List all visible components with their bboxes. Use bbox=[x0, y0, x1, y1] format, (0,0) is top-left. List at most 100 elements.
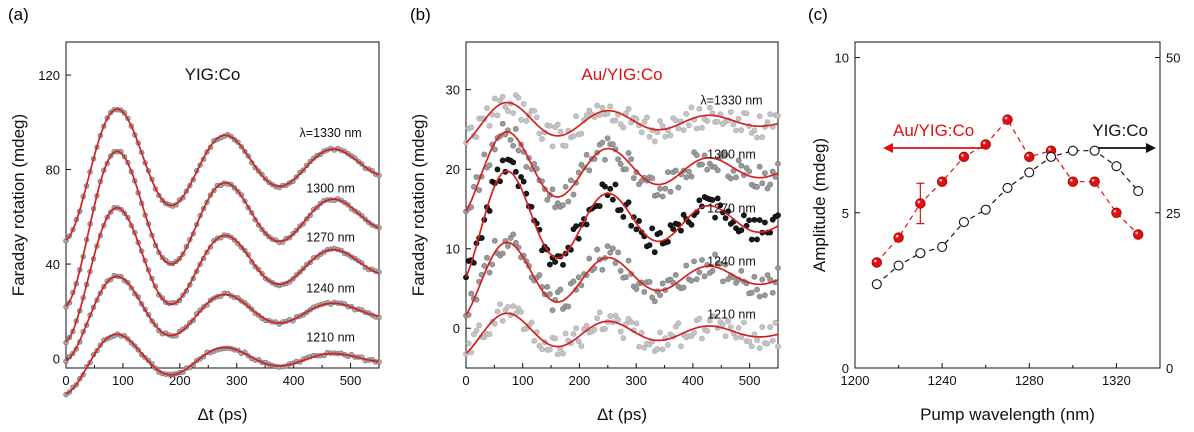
data-point bbox=[735, 324, 742, 331]
data-point bbox=[617, 161, 624, 167]
data-point bbox=[497, 301, 503, 308]
data-point bbox=[486, 122, 493, 129]
data-point bbox=[609, 245, 616, 252]
data-point bbox=[633, 115, 640, 122]
data-point bbox=[494, 166, 501, 173]
data-point bbox=[717, 202, 724, 209]
data-point bbox=[473, 174, 480, 180]
data-marker-highlight bbox=[982, 141, 986, 145]
data-point bbox=[599, 139, 606, 146]
data-point bbox=[701, 273, 708, 280]
panel-c-chart: 1200 1240 1280 1320 0 5 10 0 25 50 Pump wavelength… bbox=[810, 41, 1180, 424]
data-marker-highlight bbox=[895, 234, 899, 238]
data-point bbox=[554, 121, 561, 128]
data-point bbox=[615, 249, 621, 256]
data-point bbox=[683, 174, 690, 181]
data-point bbox=[512, 239, 519, 246]
data-point bbox=[761, 170, 768, 177]
data-point bbox=[473, 327, 480, 334]
data-point bbox=[667, 222, 674, 229]
data-point bbox=[557, 286, 564, 293]
data-point bbox=[722, 333, 729, 340]
data-point bbox=[499, 120, 506, 127]
data-point bbox=[672, 272, 679, 278]
data-point bbox=[670, 226, 677, 232]
panel-label-c: (c) bbox=[808, 5, 828, 24]
data-point bbox=[651, 298, 658, 305]
data-point bbox=[505, 243, 511, 249]
data-point bbox=[651, 249, 658, 256]
x-tick-label: 500 bbox=[739, 373, 761, 388]
data-point bbox=[680, 284, 687, 291]
fit-line bbox=[65, 275, 380, 362]
data-point bbox=[594, 246, 600, 253]
data-point bbox=[699, 335, 705, 342]
x-tick-label: 1200 bbox=[841, 373, 870, 388]
data-point bbox=[657, 329, 663, 336]
data-point bbox=[604, 243, 611, 250]
data-point bbox=[756, 163, 763, 170]
series-label: λ=1330 nm bbox=[700, 94, 762, 108]
data-point bbox=[730, 121, 737, 128]
x-tick-label: 200 bbox=[169, 373, 191, 388]
data-point bbox=[644, 114, 650, 121]
data-point bbox=[465, 340, 472, 347]
data-point bbox=[567, 177, 574, 184]
data-point bbox=[767, 324, 774, 330]
data-marker-highlight bbox=[939, 178, 943, 182]
data-point bbox=[499, 157, 506, 164]
data-point bbox=[612, 117, 619, 124]
data-point bbox=[620, 214, 627, 220]
data-marker bbox=[893, 260, 904, 271]
data-point bbox=[505, 108, 511, 114]
data-point bbox=[712, 214, 718, 221]
data-point bbox=[575, 274, 582, 281]
data-marker bbox=[1089, 176, 1100, 187]
data-point bbox=[693, 125, 700, 132]
y-tick-label: 40 bbox=[46, 257, 60, 272]
data-point bbox=[526, 112, 532, 119]
data-marker-highlight bbox=[873, 259, 877, 263]
data-point bbox=[536, 272, 543, 278]
data-point bbox=[754, 134, 760, 141]
data-point bbox=[552, 335, 559, 342]
data-point bbox=[714, 118, 721, 125]
data-point bbox=[699, 161, 705, 168]
data-point bbox=[615, 156, 621, 163]
data-point bbox=[688, 221, 695, 228]
data-point bbox=[685, 168, 692, 175]
data-point bbox=[741, 212, 747, 219]
x-tick-label: 1240 bbox=[928, 373, 957, 388]
data-point bbox=[769, 337, 776, 344]
data-point bbox=[672, 117, 679, 124]
data-point bbox=[481, 151, 488, 158]
data-point bbox=[691, 258, 698, 265]
series-label: 1270 nm bbox=[707, 202, 756, 216]
data-point bbox=[546, 291, 553, 297]
series-label: λ=1330 nm bbox=[300, 126, 362, 140]
y2-tick-label: 0 bbox=[1166, 361, 1173, 376]
data-point bbox=[709, 197, 716, 203]
data-point bbox=[617, 207, 624, 213]
data-point bbox=[617, 328, 624, 335]
data-point bbox=[625, 199, 632, 206]
data-point bbox=[678, 227, 684, 234]
data-point bbox=[523, 163, 530, 170]
data-point bbox=[505, 303, 511, 310]
data-point bbox=[659, 123, 666, 129]
data-point bbox=[586, 255, 593, 262]
series-label: 1300 nm bbox=[707, 148, 756, 162]
fit-line bbox=[65, 206, 380, 343]
data-point bbox=[696, 269, 703, 276]
data-point bbox=[709, 268, 716, 274]
data-point bbox=[570, 133, 577, 140]
y-tick-label: 0 bbox=[53, 352, 60, 367]
data-point bbox=[756, 293, 763, 300]
data-point bbox=[659, 346, 666, 353]
data-point bbox=[672, 167, 679, 174]
x-tick-label: 400 bbox=[682, 373, 704, 388]
x-tick-label: 0 bbox=[462, 373, 469, 388]
data-point bbox=[489, 261, 496, 268]
data-point bbox=[722, 261, 729, 268]
data-point bbox=[510, 142, 517, 149]
